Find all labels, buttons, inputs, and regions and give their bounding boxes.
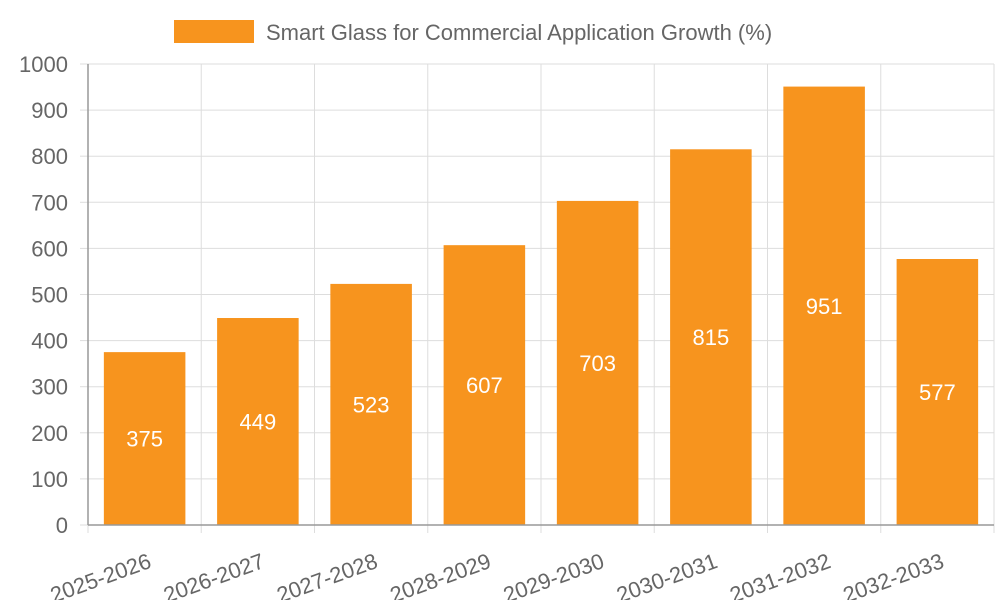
y-tick-label: 200	[31, 421, 68, 446]
bar-value-label: 815	[693, 325, 730, 350]
y-tick-label: 700	[31, 190, 68, 215]
y-tick-label: 500	[31, 283, 68, 308]
y-tick-label: 1000	[19, 52, 68, 77]
axes	[80, 63, 995, 533]
x-tick-label: 2032-2033	[840, 548, 947, 600]
y-tick-label: 800	[31, 144, 68, 169]
x-tick-label: 2028-2029	[387, 548, 494, 600]
bar-value-label: 951	[806, 294, 843, 319]
legend[interactable]: Smart Glass for Commercial Application G…	[174, 20, 772, 45]
y-tick-label: 900	[31, 98, 68, 123]
x-tick-label: 2027-2028	[273, 548, 380, 600]
bar[interactable]	[443, 245, 526, 525]
bar-value-label: 449	[240, 410, 277, 435]
bar-value-label: 607	[466, 373, 503, 398]
bar[interactable]	[783, 86, 865, 526]
bar[interactable]	[103, 352, 186, 525]
y-tick-label: 600	[31, 236, 68, 261]
bars	[103, 86, 979, 526]
legend-swatch	[174, 20, 254, 43]
bar[interactable]	[330, 283, 412, 525]
legend-label: Smart Glass for Commercial Application G…	[266, 20, 772, 45]
x-tick-label: 2025-2026	[47, 548, 154, 600]
x-tick-label: 2029-2030	[500, 548, 607, 600]
y-tick-label: 300	[31, 375, 68, 400]
grid-lines	[88, 63, 995, 525]
bar-value-label: 703	[579, 351, 616, 376]
x-tick-label: 2026-2027	[160, 548, 267, 600]
bar-value-labels: 375 449 523 607 703 815 951 577	[126, 294, 955, 452]
bar-value-label: 577	[919, 380, 956, 405]
bar[interactable]	[670, 149, 752, 525]
x-tick-label: 2031-2032	[726, 548, 833, 600]
bar[interactable]	[556, 200, 639, 526]
bar[interactable]	[896, 259, 979, 525]
bar[interactable]	[217, 318, 299, 525]
bar-value-label: 523	[353, 392, 390, 417]
y-tick-label: 100	[31, 467, 68, 492]
y-axis-ticks: 0 100 200 300 400 500 600 700 800 900 1000	[19, 52, 68, 538]
y-tick-label: 400	[31, 329, 68, 354]
x-tick-label: 2030-2031	[613, 548, 720, 600]
x-axis-ticks: 2025-2026 2026-2027 2027-2028 2028-2029 2029…	[47, 548, 947, 600]
y-tick-label: 0	[56, 513, 68, 538]
bar-value-label: 375	[126, 427, 163, 452]
